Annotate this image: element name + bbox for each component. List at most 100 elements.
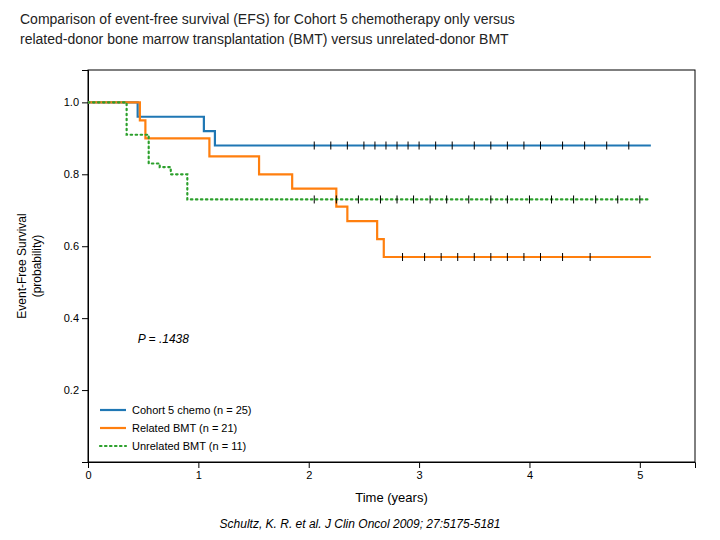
x-axis-tick: 5 (637, 462, 643, 481)
y-axis-tick-label: 0.8 (64, 168, 79, 180)
chart: Comparison of event-free survival (EFS) … (0, 0, 720, 540)
censor-mark (507, 195, 508, 203)
censor-mark (628, 142, 629, 150)
x-axis-line (89, 463, 696, 469)
y-axis-tick-label: 0.6 (64, 240, 79, 252)
x-axis-tick-mark (198, 462, 199, 468)
censor-mark (551, 195, 552, 203)
censor-mark (441, 253, 442, 261)
legend-label: Unrelated BMT (n = 11) (132, 440, 246, 452)
y-axis-tick: 0.8 (64, 168, 88, 180)
x-axis-title: Time (years) (355, 490, 427, 505)
censor-mark (452, 142, 453, 150)
censor-mark (529, 195, 530, 203)
censor-mark (540, 142, 541, 150)
x-axis-tick-label: 5 (637, 469, 643, 481)
censor-mark (347, 142, 348, 150)
x-axis-tick-label: 0 (85, 469, 91, 481)
censor-mark (540, 253, 541, 261)
x-axis-tick-label: 1 (196, 469, 202, 481)
legend-item: Unrelated BMT (n = 11) (100, 440, 246, 452)
x-axis-tick-label: 3 (417, 469, 423, 481)
legend-label: Cohort 5 chemo (n = 25) (132, 404, 252, 416)
x-axis: 0 1 2 3 4 5 (85, 462, 695, 481)
x-axis-tick: 3 (417, 462, 423, 481)
censor-mark (408, 142, 409, 150)
censor-mark (562, 142, 563, 150)
censor-mark (573, 195, 574, 203)
y-axis-tick-mark (82, 390, 88, 391)
censor-mark (590, 253, 591, 261)
censor-mark (419, 142, 420, 150)
censor-mark (397, 142, 398, 150)
y-axis-tick: 0.6 (64, 240, 88, 252)
y-axis-tick-label: 0.2 (64, 384, 79, 396)
legend-item: Related BMT (n = 21) (100, 422, 237, 434)
x-axis-tick: 4 (527, 462, 533, 481)
censor-mark (468, 195, 469, 203)
censor-mark (562, 253, 563, 261)
censor-mark (606, 142, 607, 150)
x-axis-tick: 1 (196, 462, 202, 481)
x-axis-tick-mark (309, 462, 310, 468)
y-axis-title-line: (probability) (30, 235, 44, 298)
censor-mark (507, 253, 508, 261)
censor-mark (507, 142, 508, 150)
survival-curve (88, 102, 651, 257)
censor-mark (595, 195, 596, 203)
censor-mark (617, 195, 618, 203)
legend-swatch (100, 427, 126, 429)
y-axis-tick-label: 1.0 (64, 96, 79, 108)
y-axis-tick-label: 0.4 (64, 312, 79, 324)
legend-label: Related BMT (n = 21) (132, 422, 237, 434)
y-axis-title: Event-Free Survival(probability) (15, 213, 44, 318)
censor-mark (490, 253, 491, 261)
x-axis-tick-mark (640, 462, 641, 468)
censor-mark (430, 195, 431, 203)
title: Comparison of event-free survival (EFS) … (20, 11, 515, 47)
y-axis-line (82, 71, 89, 463)
legend-swatch (100, 409, 126, 411)
censor-mark (446, 195, 447, 203)
marks (88, 102, 651, 261)
censor-mark (374, 142, 375, 150)
censor-mark (435, 142, 436, 150)
censor-mark (314, 195, 315, 203)
censor-mark (523, 253, 524, 261)
censor-mark (336, 195, 337, 203)
x-axis-tick: 0 (85, 462, 91, 481)
y-axis-tick-mark (82, 318, 88, 319)
censor-mark (490, 142, 491, 150)
censor-mark (413, 195, 414, 203)
censor-mark (474, 253, 475, 261)
censor-mark (474, 142, 475, 150)
plot-frame (88, 70, 695, 462)
y-axis-tick-mark (82, 102, 88, 103)
censor-mark (385, 142, 386, 150)
censor-mark (523, 142, 524, 150)
y-axis-tick-mark (82, 246, 88, 247)
censor-mark (402, 253, 403, 261)
legend: Cohort 5 chemo (n = 25) Related BMT (n = … (100, 404, 252, 452)
title-line: Comparison of event-free survival (EFS) … (20, 11, 515, 27)
y-axis-tick: 1.0 (64, 96, 88, 108)
x-axis-tick: 2 (306, 462, 312, 481)
x-axis-tick-label: 4 (527, 469, 533, 481)
censor-mark (330, 142, 331, 150)
censor-mark (457, 253, 458, 261)
x-axis-tick-mark (419, 462, 420, 468)
y-axis-tick: 0.2 (64, 384, 88, 396)
x-axis-tick-mark (529, 462, 530, 468)
annotation: P = .1438 (138, 332, 190, 346)
legend-item: Cohort 5 chemo (n = 25) (100, 404, 252, 416)
censor-mark (314, 142, 315, 150)
censor-mark (424, 253, 425, 261)
y-axis: 0.2 0.4 0.6 0.8 1.0 (64, 71, 89, 463)
censor-mark (584, 142, 585, 150)
survival-curve (88, 102, 651, 199)
legend-swatch (100, 445, 126, 447)
censor-mark (397, 195, 398, 203)
y-axis-title-line: Event-Free Survival (15, 213, 29, 318)
y-axis-tick-mark (82, 174, 88, 175)
plot: 0 1 2 3 4 5 0.2 0.4 0.6 0.8 1.0 Time (years) Event-F… (15, 70, 696, 505)
